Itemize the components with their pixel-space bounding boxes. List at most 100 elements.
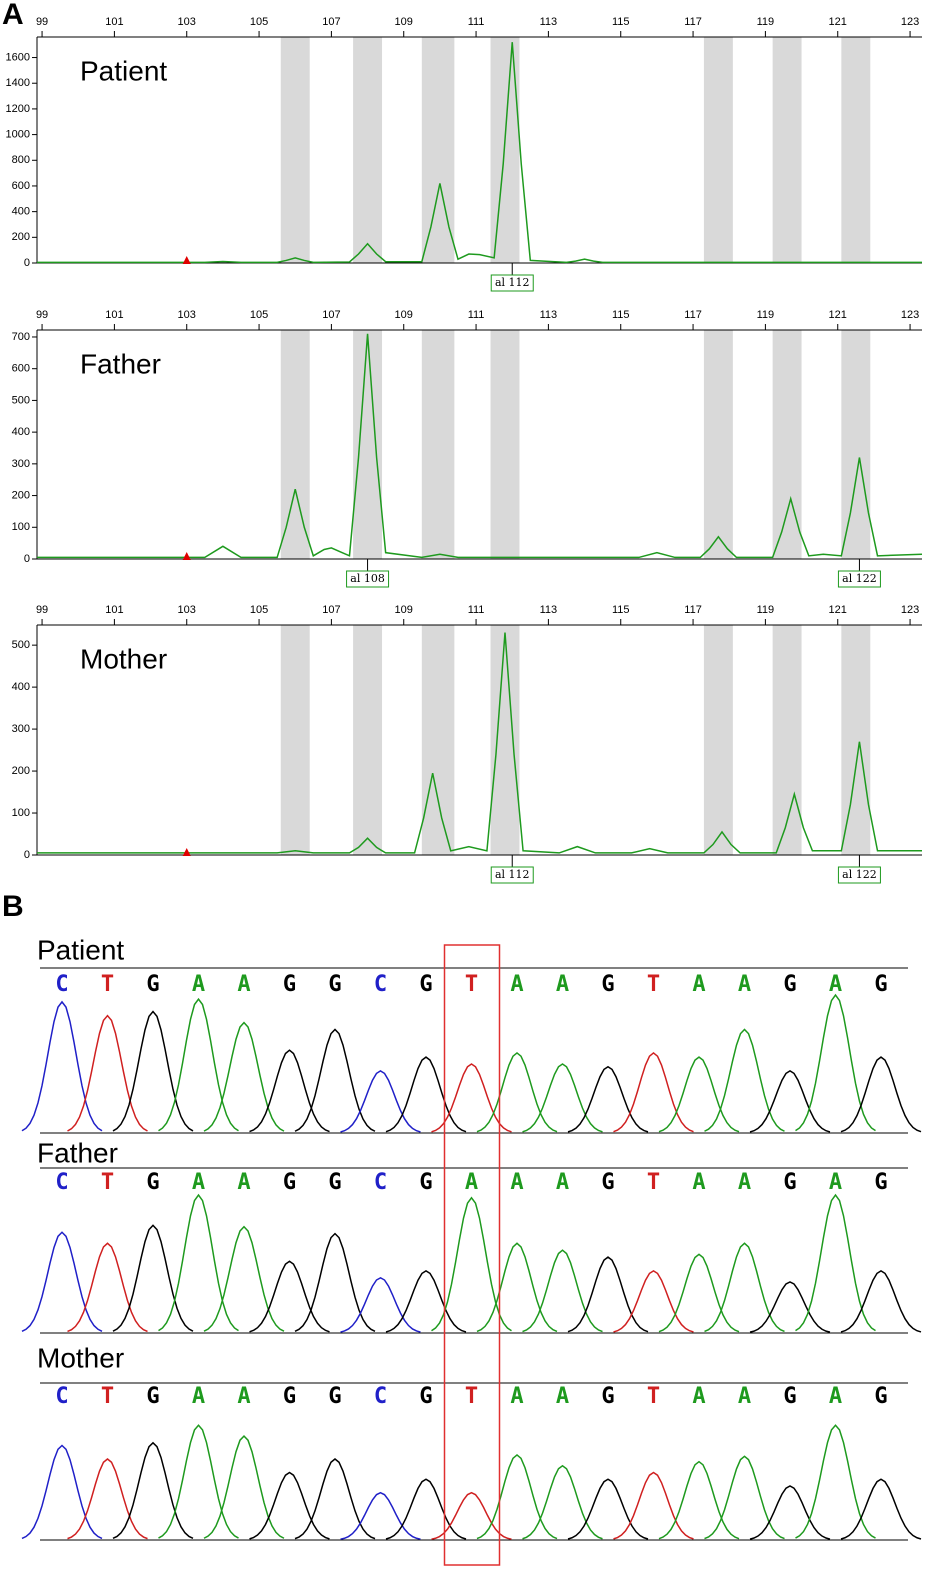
peak [840,1056,922,1133]
allele-bin [703,330,733,559]
base-letter: G [283,1384,296,1409]
y-tick-label: 300 [12,458,30,470]
allele-bin [841,330,871,559]
peak [704,1455,785,1540]
x-tick-label: 101 [105,604,123,616]
base-letter: G [283,1170,296,1195]
y-tick-label: 600 [12,363,30,375]
peak [658,1460,740,1540]
chart-title: Patient [37,934,124,965]
peak [340,1070,421,1133]
peak [522,1063,603,1133]
peak [21,1000,103,1132]
y-tick-label: 100 [12,807,30,819]
x-tick-label: 99 [36,16,48,28]
y-tick-label: 1000 [6,128,30,140]
peak [795,1424,876,1539]
x-tick-label: 117 [684,604,702,616]
chart-title: Father [80,348,161,379]
chart-title: Patient [80,55,167,86]
x-tick-label: 111 [468,309,485,321]
x-tick-label: 115 [612,309,630,321]
peak [158,1193,239,1332]
base-letter: T [101,972,114,997]
x-tick-label: 123 [901,309,919,321]
peak [158,997,239,1132]
y-tick-label: 500 [12,639,30,651]
x-tick-label: 119 [757,604,775,616]
base-letter: C [374,1384,387,1409]
base-letter: G [283,972,296,997]
y-tick-label: 0 [24,553,30,565]
base-letter: T [647,1170,660,1195]
base-letter: G [328,1384,341,1409]
x-tick-label: 107 [322,309,340,321]
marker [182,256,191,264]
x-tick-label: 101 [105,309,123,321]
x-tick-label: 113 [540,16,558,28]
base-letter: G [874,972,887,997]
base-letter: A [556,1170,569,1195]
y-tick-label: 300 [12,723,30,735]
base-letter: A [192,972,205,997]
peak [613,1051,694,1133]
x-tick-label: 105 [250,16,268,28]
base-letter: A [692,1384,705,1409]
base-letter: G [874,1384,887,1409]
peak [658,1253,740,1333]
peak [294,1028,376,1132]
y-tick-label: 400 [12,206,30,218]
peak [112,1010,194,1132]
x-tick-label: 109 [395,16,413,28]
peak [203,1021,285,1132]
peak [567,1065,649,1133]
peak [158,1424,239,1539]
allele-bin [703,625,733,855]
allele-label: al 122 [842,572,877,585]
peak [795,1193,876,1332]
peak [294,1458,376,1540]
base-letter: C [374,972,387,997]
base-letter: A [192,1384,205,1409]
peak [203,1434,285,1539]
base-letter: G [419,972,432,997]
peak [476,1242,558,1333]
allele-bin [280,330,310,559]
base-letter: G [328,972,341,997]
peak [21,1444,103,1540]
base-letter: A [829,1170,842,1195]
y-tick-label: 400 [12,426,30,438]
base-letter: A [465,1170,478,1195]
allele-bin [280,37,310,263]
base-letter: G [601,972,614,997]
x-tick-label: 113 [540,309,558,321]
peak [567,1478,649,1540]
base-letter: C [55,972,68,997]
y-tick-label: 100 [12,521,30,533]
annotation-box [837,570,881,588]
allele-bin [353,330,383,559]
base-letter: A [829,972,842,997]
peak [67,1014,148,1132]
panel-label: B [2,890,24,923]
highlight-box [443,944,501,1566]
y-tick-label: 800 [12,154,30,166]
annotation-box [490,274,534,292]
peak [249,1049,330,1133]
x-tick-label: 123 [901,604,919,616]
base-letter: A [237,1170,250,1195]
peak [795,993,876,1132]
peak [749,1485,831,1540]
base-letter: C [374,1170,387,1195]
chart-title: Mother [80,643,167,674]
annotation-box [490,866,534,884]
base-letter: A [738,972,751,997]
x-tick-label: 101 [105,16,123,28]
x-tick-label: 121 [829,16,847,28]
chart-title: Mother [37,1342,124,1373]
allele-bin [841,625,871,855]
base-letter: G [783,1170,796,1195]
annotation-box [837,866,881,884]
base-letter: G [783,972,796,997]
allele-bin [280,625,310,855]
